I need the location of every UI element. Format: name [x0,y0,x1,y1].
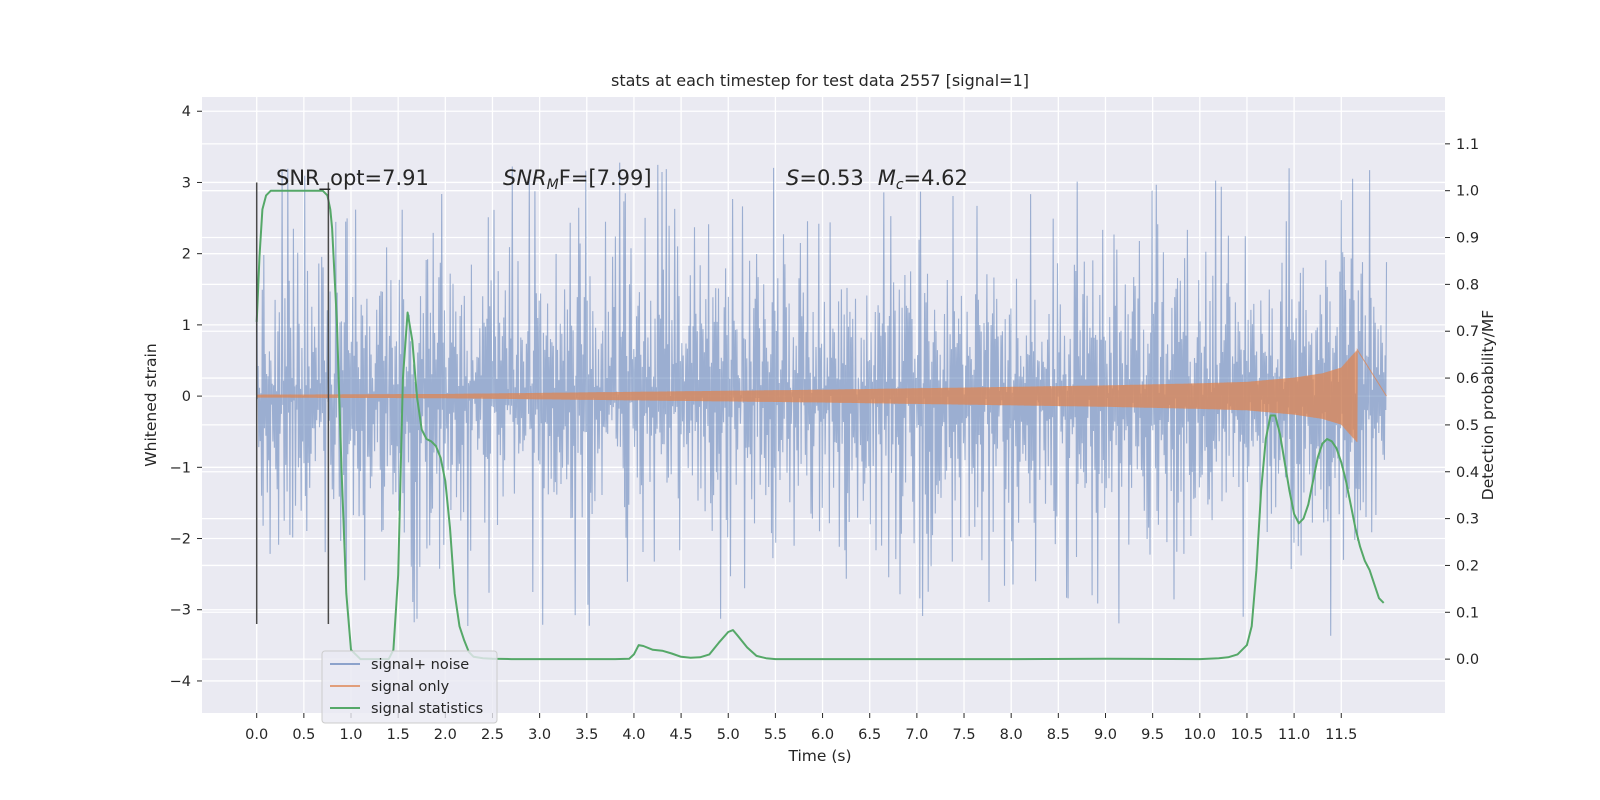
x-axis: 0.0 0.5 1.0 1.5 2.0 2.5 3.0 3.5 4.0 4.5 5.0 5.5 6.0 6… [245,713,1357,743]
legend: signal+ noise signal only signal statist… [321,650,498,724]
x-tick-label: 9.0 [1094,727,1117,743]
x-tick-label: 5.5 [764,727,787,743]
series-signal-noise [256,162,1388,636]
x-tick-label: 7.5 [952,727,975,743]
y-tick-label: −1 [170,460,191,476]
x-tick-label: 8.0 [1000,727,1023,743]
y2-tick-label: 1.1 [1456,137,1479,153]
x-tick-label: 1.5 [387,727,410,743]
legend-label-signal-only: signal only [371,679,450,695]
x-tick-label: 0.0 [245,727,268,743]
x-tick-label: 8.5 [1047,727,1070,743]
y-tick-label: 3 [182,175,191,191]
x-tick-label: 2.0 [434,727,457,743]
x-tick-label: 6.0 [811,727,834,743]
annotation-snr-mf: SNRMF=[7.99] [503,166,652,193]
s-var: S [786,166,799,190]
y2-tick-label: 0.3 [1456,512,1479,528]
x-tick-label: 4.0 [622,727,645,743]
y-tick-label: −3 [170,603,191,619]
y2-tick-label: 0.8 [1456,277,1479,293]
y2-tick-label: 0.9 [1456,231,1479,247]
annotation-s-mc: S=0.53 Mc=4.62 [786,166,968,193]
mc-value: =4.62 [904,166,968,190]
y-tick-label: 0 [182,389,191,405]
x-tick-label: 0.5 [292,727,315,743]
x-tick-label: 6.5 [858,727,881,743]
snr-mf-sub: M [547,177,559,193]
y2-tick-label: 0.4 [1456,465,1479,481]
series-signal-only [256,348,1387,443]
x-tick-label: 11.0 [1278,727,1310,743]
x-tick-label: 10.5 [1231,727,1263,743]
mc-sub: c [896,177,904,193]
y2-tick-label: 0.0 [1456,652,1479,668]
x-tick-label: 1.0 [339,727,362,743]
snr-mf-suffix: F=[7.99] [559,166,652,190]
y2-tick-label: 0.5 [1456,418,1479,434]
legend-box [321,650,498,724]
x-tick-label: 3.0 [528,727,551,743]
y-axis-left: −4 −3 −2 −1 0 1 2 3 4 [170,104,202,690]
x-tick-label: 9.5 [1141,727,1164,743]
y-tick-label: 2 [182,247,191,263]
x-tick-label: 2.5 [481,727,504,743]
x-tick-label: 4.5 [670,727,693,743]
y-tick-label: 1 [182,318,191,334]
y2-tick-label: 1.0 [1456,184,1479,200]
series-signal-statistics [255,189,1385,661]
x-tick-label: 10.0 [1184,727,1216,743]
mc-var: M [878,166,896,190]
x-tick-label: 3.5 [575,727,598,743]
y-axis-label: Whitened strain [142,343,160,466]
annotation-snr-opt: SNR_opt=7.91 [276,166,429,191]
legend-label-signal-noise: signal+ noise [371,657,469,673]
y2-tick-label: 0.2 [1456,558,1479,574]
chart-title: stats at each timestep for test data 255… [611,71,1029,90]
x-tick-label: 5.0 [717,727,740,743]
x-tick-label: 7.0 [905,727,928,743]
legend-label-signal-statistics: signal statistics [371,701,483,717]
y2-tick-label: 0.1 [1456,605,1479,621]
y2-axis-label: Detection probability/MF [1479,310,1497,501]
series-layer [255,162,1388,661]
y2-tick-label: 0.6 [1456,371,1479,387]
x-axis-label: Time (s) [787,747,851,765]
y-tick-label: −2 [170,532,191,548]
y-tick-label: 4 [182,104,191,120]
y-tick-label: −4 [170,674,191,690]
y2-tick-label: 0.7 [1456,324,1479,340]
y-axis-right: 0.0 0.1 0.2 0.3 0.4 0.5 0.6 0.7 0.8 0.9 1.0 1.1 [1445,137,1479,668]
s-value: =0.53 [799,166,863,190]
x-tick-label: 11.5 [1325,727,1357,743]
snr-mf-prefix: SNR [503,166,547,190]
